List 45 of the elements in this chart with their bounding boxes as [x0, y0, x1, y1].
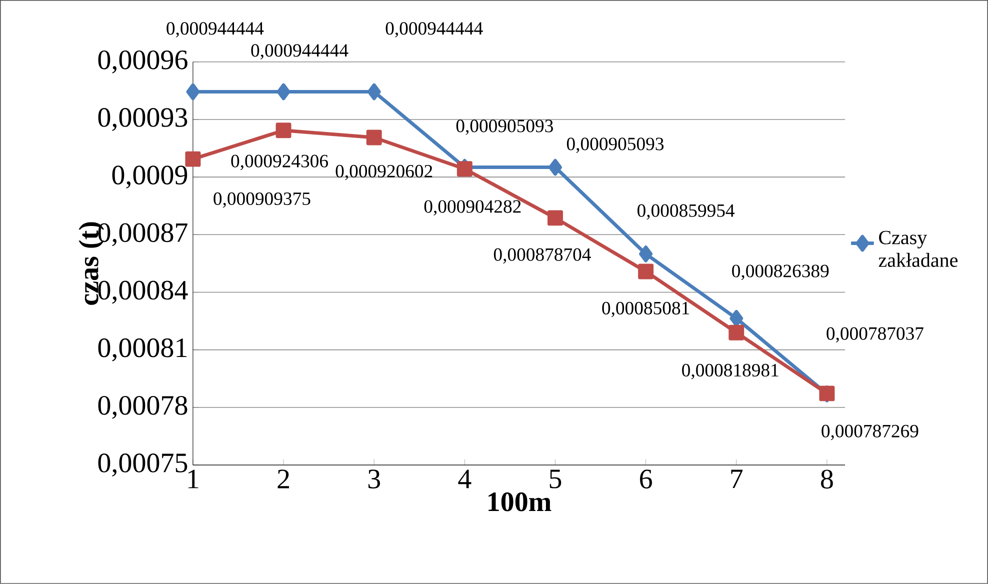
- x-tick-label: 5: [550, 470, 562, 488]
- y-tick-label: 0,0009: [112, 166, 188, 189]
- legend-label: Czasy zakładane: [878, 230, 958, 268]
- data-label: 0,000818981: [682, 364, 778, 380]
- y-tick-label: 0,00081: [98, 338, 187, 362]
- y-tick-label: 0,00093: [98, 108, 188, 131]
- x-tick-label: 8: [821, 470, 833, 489]
- data-label: 0,000909375: [214, 192, 310, 208]
- point: [456, 161, 472, 177]
- point: [276, 122, 292, 138]
- x-tick-label: 7: [731, 470, 743, 488]
- x-tick-label: 4: [458, 470, 472, 488]
- data-label: 0,000944444: [386, 22, 483, 38]
- point: [366, 130, 382, 146]
- data-label: 0,000924306: [231, 154, 328, 170]
- data-label: 0,000905093: [456, 120, 553, 135]
- data-label: 0,000944444: [251, 44, 348, 60]
- data-label: 0,000905093: [566, 138, 664, 153]
- data-label: 0,000826389: [732, 264, 829, 280]
- point: [186, 83, 200, 100]
- point: [547, 210, 563, 226]
- data-label: 0,000878704: [494, 248, 591, 264]
- data-label: 0,000944444: [166, 22, 264, 38]
- data-label: 0,000787269: [822, 424, 918, 440]
- point: [276, 83, 290, 100]
- point: [185, 151, 201, 167]
- x-axis-title: 100m: [488, 492, 552, 512]
- data-label: 0,000920602: [336, 164, 432, 180]
- data-label: 0,000904282: [424, 200, 521, 216]
- point: [728, 324, 744, 340]
- x-tick-label: 3: [368, 470, 380, 489]
- point: [730, 310, 744, 327]
- data-label: 0,000787037: [826, 327, 924, 343]
- y-tick-label: 0,00075: [98, 454, 188, 476]
- y-tick-label: 0,00096: [98, 50, 188, 74]
- y-tick-label: 0,00078: [98, 396, 188, 419]
- data-label: 0,00085081: [602, 302, 690, 318]
- x-tick-label: 6: [640, 470, 652, 489]
- point: [548, 158, 562, 176]
- point: [639, 246, 653, 262]
- data-label: 0,000859954: [638, 204, 735, 220]
- x-tick-label: 2: [278, 470, 289, 488]
- x-tick-label: 1: [188, 470, 198, 488]
- point: [367, 83, 381, 100]
- point: [638, 264, 654, 280]
